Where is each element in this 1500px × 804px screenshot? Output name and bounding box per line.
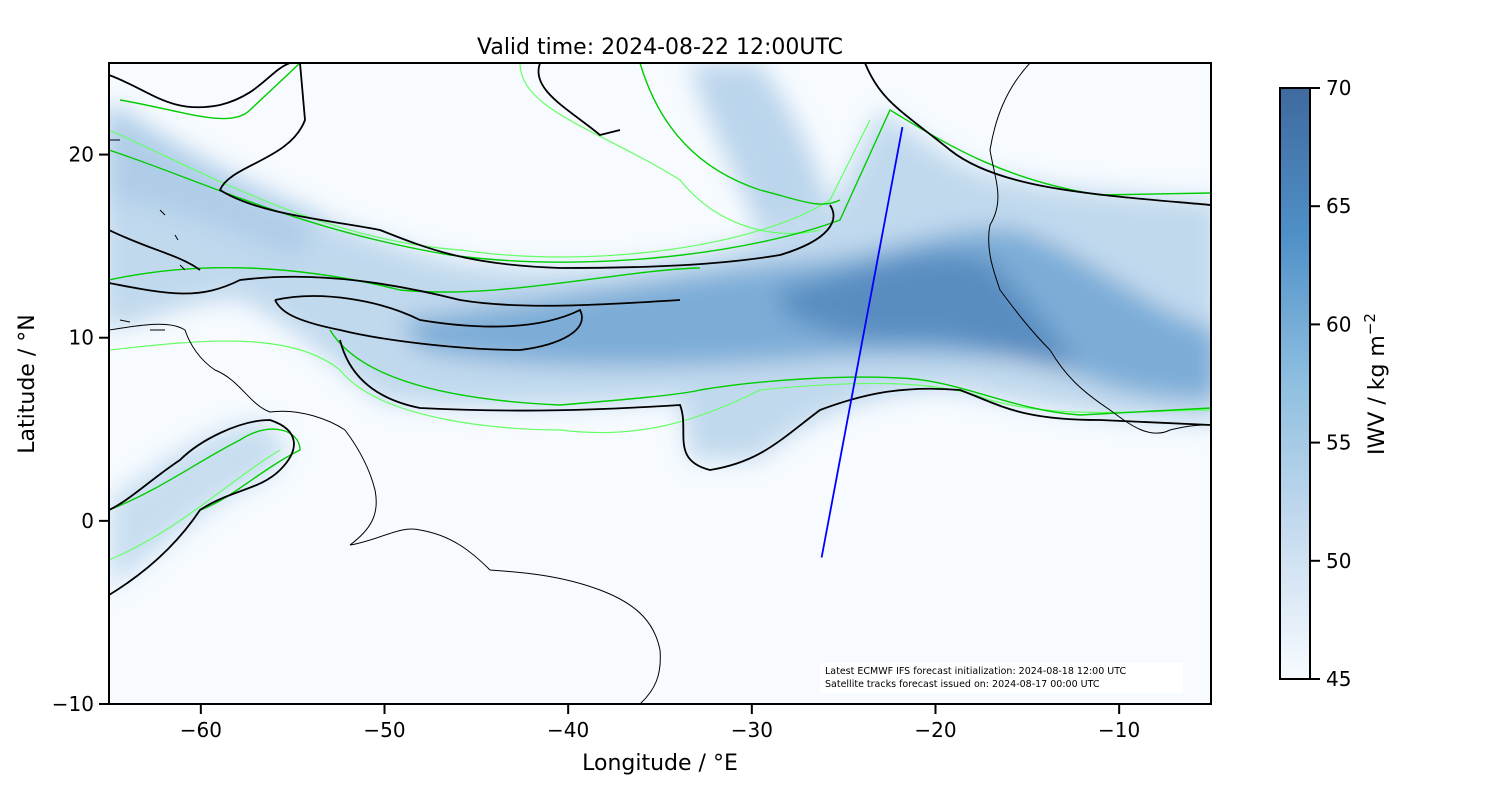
y-tick-label: 10 [69, 326, 94, 350]
satellite-track-line [820, 126, 904, 558]
x-tick-label: −50 [363, 718, 405, 742]
y-tick-label: 20 [69, 143, 94, 167]
colorbar-label-text: IWV / kg m [1365, 335, 1390, 455]
x-tick-label: −30 [731, 718, 773, 742]
colorbar-tick-label: 65 [1326, 194, 1351, 218]
colorbar-tick-label: 70 [1326, 76, 1351, 100]
annotation-init: Latest ECMWF IFS forecast initialization… [825, 666, 1126, 677]
x-tick-label: −10 [1098, 718, 1140, 742]
colorbar-axis: 45 50 55 60 65 70 [1310, 76, 1351, 691]
coastlines [109, 63, 1211, 704]
colorbar-tick-label: 50 [1326, 549, 1351, 573]
annotation-tracks: Satellite tracks forecast issued on: 202… [825, 679, 1100, 690]
y-tick-label: −10 [52, 692, 94, 716]
colorbar-label-exponent: −2 [1361, 313, 1379, 335]
coastline-south-america [109, 323, 661, 704]
x-axis-label: Longitude / °E [582, 751, 738, 776]
chart-title: Valid time: 2024-08-22 12:00UTC [477, 35, 843, 60]
y-axis-label: Latitude / °N [15, 314, 40, 453]
contour-light [109, 63, 1211, 561]
x-axis: −60 −50 −40 −30 −20 −10 [180, 704, 1140, 742]
coastline-africa [988, 63, 1211, 434]
annotation-box [820, 663, 1183, 693]
contours [109, 63, 1211, 596]
x-tick-label: −40 [547, 718, 589, 742]
coastline-islands [109, 139, 186, 331]
moisture-sw [109, 420, 285, 590]
colorbar [1279, 87, 1311, 680]
y-axis: −10 0 10 20 [52, 143, 109, 716]
plot-frame [108, 62, 1212, 705]
moisture-top [690, 63, 830, 235]
colorbar-tick-label: 45 [1326, 667, 1351, 691]
colorbar-tick-label: 60 [1326, 312, 1351, 336]
colorbar-label: IWV / kg m−2 [1361, 313, 1390, 455]
x-tick-label: −20 [914, 718, 956, 742]
moisture-max [780, 253, 1080, 370]
y-tick-label: 0 [81, 509, 94, 533]
contour-green [109, 63, 1211, 511]
colorbar-tick-label: 55 [1326, 431, 1351, 455]
moisture-left [109, 100, 320, 260]
contour-black [109, 63, 1211, 596]
x-tick-label: −60 [180, 718, 222, 742]
